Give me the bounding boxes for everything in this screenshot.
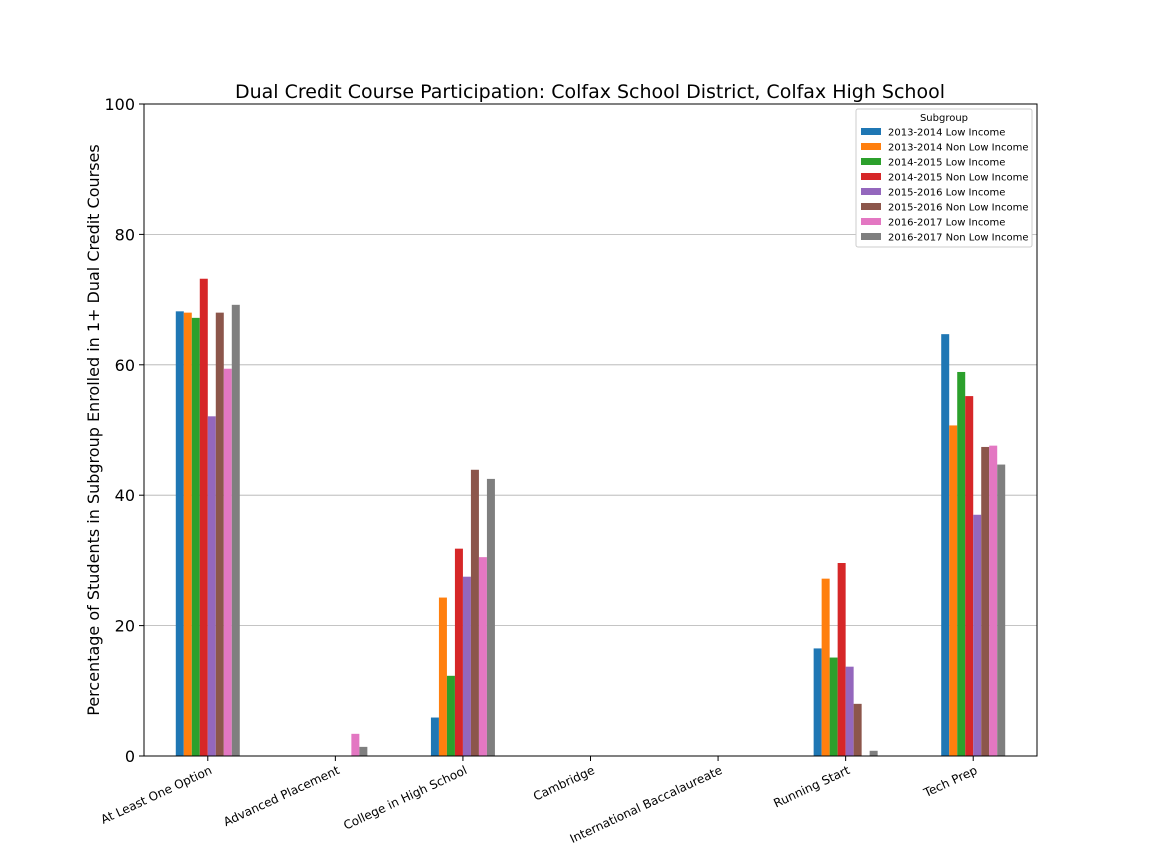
bar xyxy=(837,563,846,756)
bar xyxy=(231,304,240,756)
legend-label: 2016-2017 Non Low Income xyxy=(888,233,1028,244)
bar xyxy=(215,312,224,756)
bar xyxy=(199,278,208,756)
chart-title: Dual Credit Course Participation: Colfax… xyxy=(235,81,945,103)
y-tick-label: 80 xyxy=(115,225,135,244)
legend-swatch xyxy=(861,218,881,225)
legend-title: Subgroup xyxy=(920,113,968,124)
y-tick-label: 100 xyxy=(104,95,135,114)
legend-label: 2014-2015 Non Low Income xyxy=(888,173,1028,184)
legend-swatch xyxy=(861,188,881,195)
bar xyxy=(989,445,998,756)
y-axis-label: Percentage of Students in Subgroup Enrol… xyxy=(84,144,103,715)
legend-box xyxy=(855,108,1033,248)
legend: Subgroup 2013-2014 Low Income 2013-2014 N… xyxy=(855,108,1033,248)
bar xyxy=(470,469,479,756)
x-tick-label: Advanced Placement xyxy=(221,763,342,829)
bar xyxy=(973,514,982,756)
bar xyxy=(351,733,360,756)
bar xyxy=(845,666,854,756)
legend-items: 2013-2014 Low Income 2013-2014 Non Low In… xyxy=(861,128,1028,244)
bar xyxy=(359,746,368,756)
legend-label: 2014-2015 Low Income xyxy=(888,158,1005,169)
legend-swatch xyxy=(861,233,881,240)
bar xyxy=(965,396,974,756)
legend-swatch xyxy=(861,143,881,150)
y-tick-label: 0 xyxy=(125,747,135,766)
bar xyxy=(813,648,822,756)
bar xyxy=(430,717,439,756)
y-axis-ticks: 0 20 40 60 80 100 xyxy=(104,95,144,766)
y-tick-label: 40 xyxy=(115,486,135,505)
x-tick-label: College in High School xyxy=(341,763,469,833)
bar xyxy=(997,464,1006,756)
bar xyxy=(829,657,838,756)
bar xyxy=(191,317,200,756)
bar xyxy=(183,312,192,756)
bar xyxy=(223,368,232,756)
bar xyxy=(949,425,958,756)
x-tick-label: Tech Prep xyxy=(921,763,980,800)
bar xyxy=(478,557,487,756)
bar xyxy=(821,578,830,756)
x-tick-label: Running Start xyxy=(771,763,852,811)
bar xyxy=(207,416,216,756)
legend-label: 2013-2014 Non Low Income xyxy=(888,143,1028,154)
bar xyxy=(438,597,447,756)
legend-label: 2015-2016 Non Low Income xyxy=(888,203,1028,214)
legend-swatch xyxy=(861,173,881,180)
y-tick-label: 60 xyxy=(115,356,135,375)
y-tick-label: 20 xyxy=(115,617,135,636)
gridlines xyxy=(144,233,1037,626)
legend-swatch xyxy=(861,128,881,135)
x-tick-label: At Least One Option xyxy=(99,763,214,827)
bar xyxy=(175,311,184,756)
bars xyxy=(175,278,1006,756)
legend-label: 2015-2016 Low Income xyxy=(888,188,1005,199)
legend-label: 2016-2017 Low Income xyxy=(888,218,1005,229)
legend-swatch xyxy=(861,203,881,210)
bar xyxy=(869,750,878,756)
legend-swatch xyxy=(861,158,881,165)
bar xyxy=(853,703,862,756)
bar xyxy=(462,576,471,756)
legend-label: 2013-2014 Low Income xyxy=(888,128,1005,139)
bar xyxy=(981,446,990,756)
bar xyxy=(941,334,950,756)
bar xyxy=(446,675,455,756)
x-tick-label: Cambridge xyxy=(531,763,597,804)
bar xyxy=(454,548,463,756)
bar xyxy=(486,478,495,756)
x-axis-ticks: At Least One Option Advanced Placement Col… xyxy=(99,756,980,846)
bar xyxy=(957,371,966,756)
